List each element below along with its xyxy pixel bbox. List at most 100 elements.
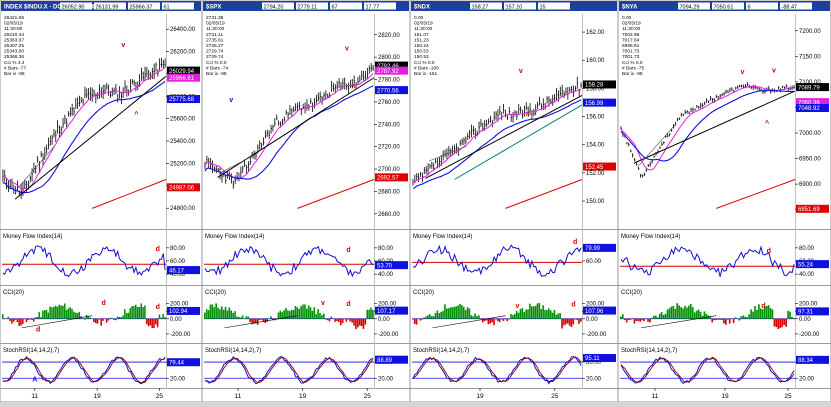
cci-bar <box>20 319 22 326</box>
cci-bar <box>510 314 512 319</box>
cci-bar <box>119 317 121 319</box>
indicator-title: CCI(20) <box>3 290 24 296</box>
cci-bar <box>126 313 128 319</box>
indicator-tick-label: 0.00 <box>170 317 182 323</box>
cci-bar <box>357 319 359 328</box>
cci-bar <box>501 319 503 320</box>
cci-bar <box>28 319 30 320</box>
indicator-tag: 107.17 <box>377 309 396 315</box>
cci-bar <box>651 318 653 319</box>
cci-bar <box>762 309 764 318</box>
cci-bar <box>93 319 95 322</box>
cci-bar <box>692 307 694 319</box>
info-line: # Bars -77 <box>4 65 26 71</box>
info-line: 7017.64 <box>622 37 640 43</box>
titlebar-field: -88.47 <box>782 4 798 10</box>
cci-bar <box>636 319 638 321</box>
cci-bar <box>37 317 39 319</box>
cci-bar <box>715 319 717 320</box>
cci-bar <box>11 319 13 324</box>
cci-bar <box>735 317 737 318</box>
cci-bar <box>340 319 342 325</box>
cci-bar <box>261 319 263 320</box>
price-tick-label: 26200.00 <box>170 50 196 56</box>
cci-bar <box>164 317 166 319</box>
titlebar-field: 26052.90 <box>62 4 85 10</box>
cci-bar <box>420 319 422 321</box>
cci-bar <box>793 318 795 319</box>
cci-bar <box>576 319 578 320</box>
indicator-tick-label: -200.00 <box>799 332 820 338</box>
cci-bar <box>29 319 31 320</box>
cci-bar <box>499 319 501 322</box>
cci-bar <box>746 317 748 319</box>
info-line: 11:30:00 <box>414 26 433 32</box>
cci-bar <box>539 303 541 319</box>
annotation-marker: ^ <box>765 119 769 127</box>
price-tick-label: 26400.00 <box>170 27 196 33</box>
cci-bar <box>120 317 122 319</box>
cci-bar <box>580 319 582 322</box>
cci-bar <box>295 306 297 319</box>
cci-bar <box>725 319 727 325</box>
cci-bar <box>743 315 745 318</box>
indicator-tick-label: 80.00 <box>170 246 186 252</box>
cci-bar <box>117 317 119 319</box>
cci-bar <box>133 306 135 319</box>
x-tick-label: 19 <box>476 393 484 400</box>
info-line: 2729.74 <box>206 54 224 60</box>
cci-bar <box>440 312 442 319</box>
indicator-tag: 79.99 <box>585 246 601 252</box>
cci-bar <box>97 319 99 324</box>
indicator-title: CCI(20) <box>621 290 642 296</box>
cci-bar <box>416 319 418 325</box>
cci-bar <box>306 309 308 319</box>
cci-bar <box>421 319 423 320</box>
price-tag: 7048.92 <box>798 106 820 112</box>
price-tag: 2692.57 <box>377 176 399 182</box>
annotation-marker: d <box>767 248 771 255</box>
cci-bar <box>641 319 643 320</box>
annotation-marker: v <box>772 68 776 75</box>
cci-bar <box>128 313 130 319</box>
cci-bar <box>437 310 439 318</box>
cci-bar <box>162 314 164 319</box>
cci-bar <box>208 310 210 319</box>
cci-bar <box>236 317 238 319</box>
info-line: 02/05/19 <box>414 21 433 27</box>
cci-bar <box>766 306 768 319</box>
cci-bar <box>433 316 435 319</box>
cci-bar <box>508 319 510 320</box>
cci-bar <box>17 319 19 322</box>
cci-bar <box>69 307 71 319</box>
titlebar-field: 2779.11 <box>298 4 317 10</box>
cci-bar <box>414 319 416 324</box>
cci-bar <box>289 311 291 319</box>
cci-bar <box>634 319 636 324</box>
annotation-marker: d <box>156 304 160 311</box>
cci-bar <box>429 314 431 319</box>
cci-bar <box>638 319 640 321</box>
cci-bar <box>454 307 456 319</box>
indicator-tick-label: 40.00 <box>378 272 394 278</box>
cci-bar <box>227 311 229 319</box>
price-tick-label: 7000.00 <box>799 131 821 137</box>
cci-bar <box>622 314 624 319</box>
titlebar-symbol: $SPX <box>206 5 221 11</box>
cci-bar <box>684 306 686 319</box>
cci-bar <box>60 305 62 318</box>
info-line: Bar ix -88 <box>622 71 643 77</box>
cci-bar <box>548 308 550 318</box>
cci-bar <box>111 318 113 319</box>
cci-bar <box>363 319 365 329</box>
price-tick-label: 7200.00 <box>799 29 821 35</box>
cci-bar <box>135 305 137 319</box>
indicator-tick-label: 80.00 <box>799 246 815 252</box>
indicator-tick-label: -200.00 <box>378 332 399 338</box>
info-line: Cci % 0.0 <box>206 60 227 66</box>
cci-bar <box>506 319 508 321</box>
cci-bar <box>151 319 153 328</box>
cci-bar <box>694 312 696 318</box>
cci-bar <box>491 319 493 323</box>
